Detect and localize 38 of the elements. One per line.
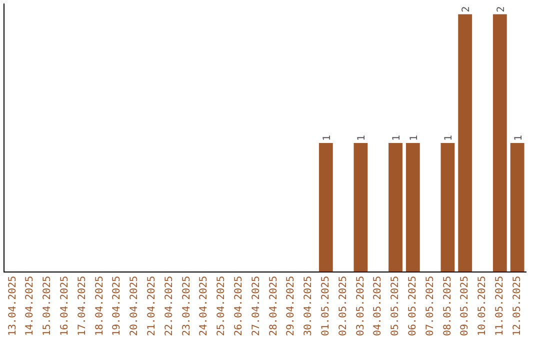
x-tick-label: 06.05.2025 <box>407 276 418 336</box>
x-tick-label: 20.04.2025 <box>129 276 140 336</box>
x-tick-label: 09.05.2025 <box>460 276 471 336</box>
x-tick-label: 07.05.2025 <box>424 276 436 336</box>
data-label: 1 <box>408 135 420 142</box>
data-label: 1 <box>444 135 455 142</box>
x-tick-label: 04.05.2025 <box>372 276 384 336</box>
x-tick-label: 13.04.2025 <box>7 276 18 336</box>
x-tick-label: 12.05.2025 <box>512 276 523 336</box>
x-tick-label: 08.05.2025 <box>442 276 454 336</box>
x-tick-label: 28.04.2025 <box>268 276 280 336</box>
data-label: 1 <box>513 135 524 142</box>
x-tick-label: 17.04.2025 <box>76 276 88 336</box>
data-label: 1 <box>356 135 368 142</box>
data-label: 2 <box>461 6 472 12</box>
x-tick-label: 21.04.2025 <box>146 276 158 336</box>
x-tick-label: 19.04.2025 <box>112 276 123 336</box>
x-tick-label: 16.04.2025 <box>59 276 70 336</box>
x-tick-label: 22.04.2025 <box>164 276 175 336</box>
x-tick-label: 15.04.2025 <box>42 276 54 336</box>
x-tick-label: 30.04.2025 <box>303 276 314 336</box>
x-tick-label: 18.04.2025 <box>94 276 106 336</box>
x-tick-label: 11.05.2025 <box>494 276 506 336</box>
x-tick-label: 26.04.2025 <box>233 276 244 336</box>
x-tick-label: 03.05.2025 <box>355 276 366 336</box>
x-tick-label: 25.04.2025 <box>216 276 228 336</box>
x-tick-label: 01.05.2025 <box>320 276 332 336</box>
x-tick-label: 23.04.2025 <box>181 276 192 336</box>
x-tick-label: 29.04.2025 <box>286 276 297 336</box>
x-tick-label: 24.04.2025 <box>198 276 210 336</box>
x-tick-label: 14.04.2025 <box>24 276 36 336</box>
data-label: 2 <box>496 6 507 12</box>
data-label: 1 <box>322 135 333 142</box>
x-tick-label: 27.04.2025 <box>250 276 262 336</box>
x-tick-label: 10.05.2025 <box>477 276 488 336</box>
data-label: 1 <box>392 135 402 142</box>
x-tick-label: 02.05.2025 <box>338 276 349 336</box>
x-tick-label: 05.05.2025 <box>390 276 402 336</box>
